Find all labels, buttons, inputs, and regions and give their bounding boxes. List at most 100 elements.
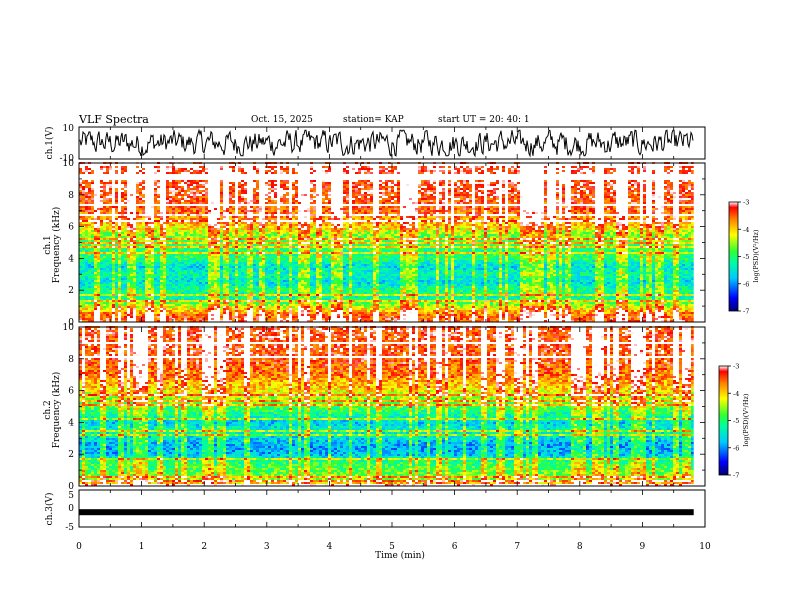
spectrogram-cell: [574, 318, 577, 320]
spectrogram-cell: [310, 310, 313, 312]
spectrogram-cell: [628, 314, 631, 316]
spectrogram-cell: [382, 312, 385, 314]
spectrogram-cell: [190, 318, 193, 320]
spectrogram-cell: [286, 318, 289, 320]
spectrogram-cell: [241, 318, 244, 320]
spectrogram-cell: [559, 312, 562, 314]
spectrogram-cell: [589, 314, 592, 316]
spectrogram-cell: [553, 314, 556, 316]
spectrogram-cell: [424, 318, 427, 320]
spectrogram-cell: [655, 316, 658, 318]
spectrogram-cell: [85, 310, 88, 312]
spectrogram-cell: [169, 312, 172, 314]
spectrogram-cell: [487, 312, 490, 314]
spectrogram-cell: [223, 318, 226, 320]
spectrogram-cell: [325, 312, 328, 314]
spectrogram-cell: [625, 314, 628, 316]
spectrogram-cell: [589, 318, 592, 320]
spectrogram-cell: [514, 316, 517, 318]
spectrogram-cell: [103, 316, 106, 318]
spectrogram-cell: [274, 316, 277, 318]
spectrogram-cell: [322, 318, 325, 320]
spectrogram-cell: [535, 316, 538, 318]
spectrogram-cell: [667, 318, 670, 320]
spectrogram-cell: [241, 310, 244, 312]
spectrogram-cell: [322, 314, 325, 316]
spectrogram-cell: [556, 312, 559, 314]
spectrogram-cell: [244, 312, 247, 314]
spectrogram-cell: [472, 312, 475, 314]
spectrogram-cell: [565, 314, 568, 316]
spectrogram-cell: [415, 310, 418, 312]
spectrogram-cell: [214, 314, 217, 316]
spectrogram-cell: [247, 310, 250, 312]
spectrogram-cell: [373, 312, 376, 314]
spectrogram-cell: [637, 314, 640, 316]
spectrogram-cell: [478, 318, 481, 320]
spectrogram-cell: [379, 314, 382, 316]
spectrogram-cell: [280, 314, 283, 316]
spectrogram-cell: [205, 314, 208, 316]
spectrogram-cell: [217, 316, 220, 318]
spectrogram-cell: [424, 316, 427, 318]
spectrogram-cell: [280, 318, 283, 320]
spectrogram-cell: [448, 310, 451, 312]
spectrogram-cell: [286, 312, 289, 314]
spectrogram-cell: [364, 316, 367, 318]
spectrogram-cell: [682, 316, 685, 318]
spectrogram-cell: [454, 310, 457, 312]
spectrogram-cell: [313, 314, 316, 316]
spectrogram-cell: [664, 318, 667, 320]
spectrogram-cell: [625, 312, 628, 314]
spectrogram-cell: [439, 314, 442, 316]
spectrogram-cell: [97, 316, 100, 318]
spectrogram-cell: [361, 310, 364, 312]
spectrogram-cell: [691, 318, 694, 320]
spectrogram-cell: [583, 316, 586, 318]
spectrogram-cell: [361, 316, 364, 318]
spectrogram-cell: [652, 316, 655, 318]
spectrogram-cell: [277, 316, 280, 318]
spectrogram-cell: [211, 318, 214, 320]
spectrogram-cell: [136, 312, 139, 314]
spectrogram-cell: [112, 316, 115, 318]
spectrogram-cell: [163, 310, 166, 312]
spectrogram-cell: [307, 318, 310, 320]
spectrogram-cell: [220, 318, 223, 320]
spectrogram-cell: [604, 312, 607, 314]
spectrogram-cell: [661, 316, 664, 318]
spectrogram-cell: [334, 318, 337, 320]
spectrogram-cell: [241, 312, 244, 314]
spectrogram-cell: [319, 312, 322, 314]
spectrogram-cell: [484, 312, 487, 314]
spectrogram-cell: [199, 310, 202, 312]
spectrogram-cell: [187, 312, 190, 314]
spectrogram-cell: [481, 314, 484, 316]
spectrogram-cell: [523, 314, 526, 316]
spectrogram-cell: [247, 318, 250, 320]
spectrogram-cell: [169, 314, 172, 316]
spectrogram-cell: [103, 318, 106, 320]
spectrogram-cell: [190, 312, 193, 314]
spectrogram-cell: [427, 318, 430, 320]
spectrogram-cell: [595, 318, 598, 320]
spectrogram-cell: [259, 314, 262, 316]
spectrogram-cell: [604, 318, 607, 320]
spectrogram-cell: [370, 318, 373, 320]
spectrogram-cell: [130, 318, 133, 320]
spectrogram-cell: [178, 310, 181, 312]
spectrogram-cell: [664, 314, 667, 316]
spectrogram-cell: [643, 318, 646, 320]
spectrogram-cell: [409, 316, 412, 318]
spectrogram-cell: [268, 312, 271, 314]
spectrogram-cell: [421, 314, 424, 316]
spectrogram-cell: [370, 310, 373, 312]
spectrogram-cell: [265, 310, 268, 312]
spectrogram-cell: [259, 312, 262, 314]
ch1-spectrogram-cells: [79, 162, 694, 322]
spectrogram-cell: [466, 318, 469, 320]
spectrogram-cell: [127, 316, 130, 318]
ch1-waveform-ylabel: ch.1(V): [44, 127, 55, 160]
spectrogram-cell: [127, 310, 130, 312]
spectrogram-cell: [493, 318, 496, 320]
